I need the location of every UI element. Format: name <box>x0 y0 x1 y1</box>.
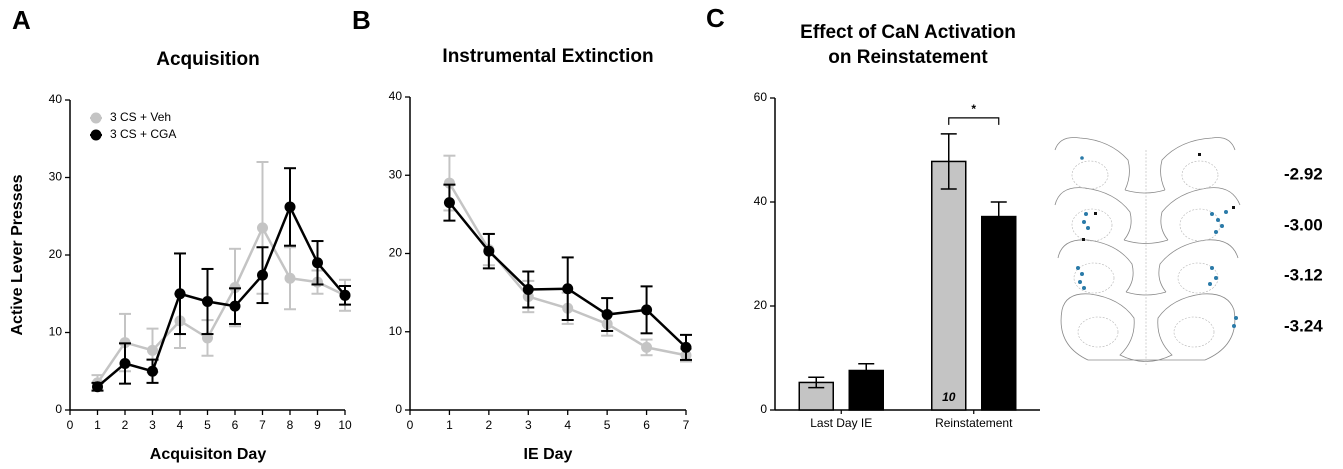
x-tick-label: 10 <box>338 418 352 432</box>
x-axis-label: Acquisiton Day <box>150 446 267 463</box>
section-outline <box>1054 187 1241 244</box>
y-tick-label: 40 <box>754 194 768 208</box>
series-line <box>96 203 346 388</box>
chart-title: Effect of CaN Activation <box>800 22 1016 43</box>
x-tick-label: 0 <box>67 418 74 432</box>
x-tick-label: 6 <box>232 418 239 432</box>
x-tick-label: Reinstatement <box>935 416 1013 430</box>
y-tick-label: 10 <box>389 324 403 338</box>
marker <box>522 283 534 295</box>
marker <box>257 222 268 234</box>
region-outline <box>1179 208 1221 242</box>
significance-label: * <box>971 102 976 116</box>
panel-label: A <box>12 5 31 35</box>
y-tick-label: 20 <box>754 298 768 312</box>
marker <box>229 300 241 312</box>
x-tick-label: 0 <box>407 418 414 432</box>
region-outline <box>1181 160 1219 190</box>
chart-title: on Reinstatement <box>828 47 988 68</box>
marker <box>284 272 296 284</box>
marker <box>257 269 268 281</box>
y-tick-label: 20 <box>49 247 63 261</box>
chart-title: Acquisition <box>156 49 259 70</box>
y-tick-label: 40 <box>389 89 403 103</box>
x-tick-label: 2 <box>486 418 493 432</box>
atlas-sections <box>1054 137 1241 365</box>
y-tick-label: 10 <box>49 325 63 339</box>
x-tick-label: 3 <box>525 418 532 432</box>
placement-squares <box>1082 153 1235 241</box>
y-axis-label: Active Lever Presses <box>9 174 26 335</box>
x-tick-label: 5 <box>204 418 211 432</box>
marker <box>443 177 455 189</box>
marker <box>174 288 186 300</box>
atlas-label: -3.12 <box>1284 265 1323 284</box>
x-tick-label: 6 <box>643 418 650 432</box>
marker <box>641 341 653 353</box>
marker <box>147 365 158 377</box>
x-tick-label: Last Day IE <box>810 416 872 430</box>
marker <box>202 296 213 307</box>
y-tick-label: 30 <box>389 167 403 181</box>
legend-label: 3 CS + Veh <box>110 110 171 124</box>
marker <box>284 201 296 213</box>
region-outline <box>1173 316 1215 348</box>
significance-bracket <box>948 117 1000 125</box>
y-tick-label: 40 <box>49 92 63 106</box>
x-tick-label: 2 <box>122 418 129 432</box>
y-tick-label: 0 <box>55 402 62 416</box>
x-tick-label: 9 <box>314 418 321 432</box>
bar-label: 10 <box>942 390 956 404</box>
placement-dots <box>1076 156 1238 328</box>
x-tick-label: 5 <box>604 418 611 432</box>
y-tick-label: 30 <box>49 170 63 184</box>
marker <box>443 197 455 209</box>
marker <box>680 341 692 353</box>
region-outline <box>1071 208 1113 242</box>
legend-label: 3 CS + CGA <box>110 127 176 141</box>
y-tick-label: 60 <box>754 90 768 104</box>
y-tick-label: 0 <box>760 402 767 416</box>
y-tick-label: 20 <box>389 246 403 260</box>
x-tick-label: 7 <box>259 418 266 432</box>
atlas-label: -3.00 <box>1284 215 1323 234</box>
series-line <box>96 225 346 384</box>
marker <box>641 304 653 316</box>
x-axis-label: IE Day <box>524 446 573 463</box>
chart-title: Instrumental Extinction <box>442 46 653 67</box>
x-tick-label: 1 <box>446 418 453 432</box>
atlas-label: -2.92 <box>1284 164 1323 183</box>
x-tick-label: 3 <box>149 418 156 432</box>
marker <box>202 332 213 344</box>
marker <box>339 289 351 301</box>
marker <box>483 245 495 257</box>
marker <box>312 257 323 269</box>
y-tick-label: 0 <box>395 402 402 416</box>
section-outline <box>1060 293 1236 362</box>
x-tick-label: 8 <box>287 418 294 432</box>
x-tick-label: 4 <box>564 418 571 432</box>
region-outline <box>1077 316 1119 348</box>
marker <box>119 358 131 369</box>
x-tick-label: 7 <box>683 418 690 432</box>
marker <box>147 344 158 356</box>
bar-label: 12 <box>992 390 1006 404</box>
x-tick-label: 1 <box>94 418 101 432</box>
atlas-label: -3.24 <box>1284 316 1323 335</box>
region-outline <box>1071 160 1109 190</box>
panel-label: B <box>352 5 371 35</box>
marker <box>92 381 103 393</box>
region-outline <box>1073 262 1115 294</box>
bar <box>981 215 1017 411</box>
bar <box>931 160 967 411</box>
x-tick-label: 4 <box>177 418 184 432</box>
marker <box>562 283 574 295</box>
panel-label: C <box>706 3 725 33</box>
section-outline <box>1054 137 1236 194</box>
marker <box>601 309 613 321</box>
